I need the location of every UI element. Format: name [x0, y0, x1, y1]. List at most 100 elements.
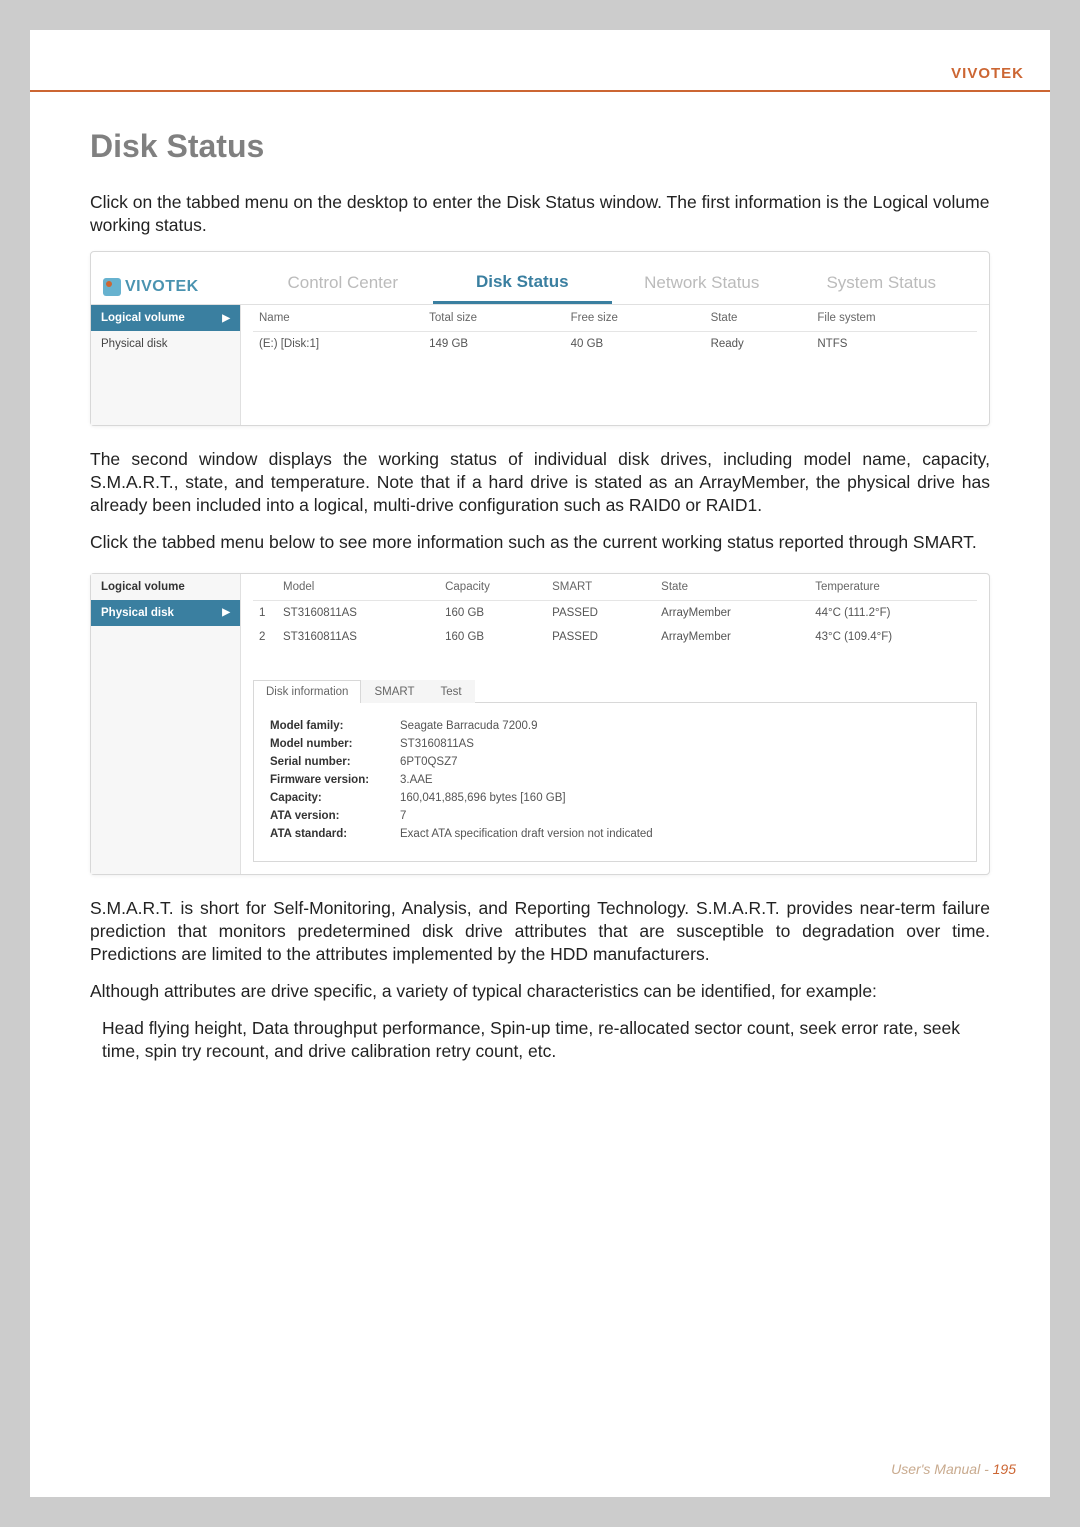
- info-label: Firmware version:: [270, 774, 400, 786]
- info-value: ST3160811AS: [400, 738, 474, 750]
- cell-name: (E:) [Disk:1]: [253, 332, 423, 357]
- logo-icon: [103, 278, 121, 296]
- sidebar-item-logical-volume[interactable]: Logical volume: [91, 574, 240, 600]
- physical-disk-table: Model Capacity SMART State Temperature 1…: [253, 574, 977, 649]
- sidebar: Logical volume ▶ Physical disk: [91, 305, 241, 425]
- col-model: Model: [277, 574, 439, 601]
- cell-state: ArrayMember: [655, 600, 809, 625]
- screenshot1-body: Logical volume ▶ Physical disk Name Tota…: [91, 305, 989, 425]
- paragraph-6: Head flying height, Data throughput perf…: [90, 1017, 990, 1063]
- sidebar: Logical volume Physical disk ▶: [91, 574, 241, 874]
- screenshot-physical-disk: Logical volume Physical disk ▶ Model: [90, 573, 990, 875]
- col-smart: SMART: [546, 574, 655, 601]
- info-label: Model family:: [270, 720, 400, 732]
- sidebar-item-physical-disk[interactable]: Physical disk ▶: [91, 600, 240, 626]
- info-row: Capacity: 160,041,885,696 bytes [160 GB]: [270, 789, 960, 807]
- cell-model: ST3160811AS: [277, 600, 439, 625]
- footer-page-number: 195: [993, 1461, 1016, 1477]
- subtab-disk-information[interactable]: Disk information: [253, 680, 361, 703]
- col-file-system: File system: [811, 305, 977, 332]
- paragraph-2: The second window displays the working s…: [90, 448, 990, 517]
- cell-smart: PASSED: [546, 600, 655, 625]
- info-value: 6PT0QSZ7: [400, 756, 458, 768]
- disk-information-panel: Model family: Seagate Barracuda 7200.9 M…: [253, 703, 977, 862]
- page-content: Disk Status Click on the tabbed menu on …: [30, 92, 1050, 1063]
- info-value: 160,041,885,696 bytes [160 GB]: [400, 792, 566, 804]
- cell-state: Ready: [705, 332, 812, 357]
- page: VIVOTEK Disk Status Click on the tabbed …: [30, 30, 1050, 1497]
- sidebar-item-physical-disk[interactable]: Physical disk: [91, 331, 240, 357]
- page-title: Disk Status: [90, 128, 990, 165]
- chevron-right-icon: ▶: [222, 607, 230, 618]
- col-index: [253, 574, 277, 601]
- table-row[interactable]: 1 ST3160811AS 160 GB PASSED ArrayMember …: [253, 600, 977, 625]
- table-header-row: Name Total size Free size State File sys…: [253, 305, 977, 332]
- col-total-size: Total size: [423, 305, 564, 332]
- tab-control-center[interactable]: Control Center: [253, 263, 433, 304]
- brand-label: VIVOTEK: [951, 65, 1024, 82]
- info-value: 3.AAE: [400, 774, 433, 786]
- info-row: Model family: Seagate Barracuda 7200.9: [270, 717, 960, 735]
- cell-index: 1: [253, 600, 277, 625]
- col-free-size: Free size: [565, 305, 705, 332]
- table-row[interactable]: 2 ST3160811AS 160 GB PASSED ArrayMember …: [253, 625, 977, 649]
- cell-model: ST3160811AS: [277, 625, 439, 649]
- info-label: ATA version:: [270, 810, 400, 822]
- chevron-right-icon: ▶: [222, 313, 230, 324]
- logical-volume-table: Name Total size Free size State File sys…: [253, 305, 977, 356]
- logical-volume-table-area: Name Total size Free size State File sys…: [241, 305, 989, 425]
- col-state: State: [705, 305, 812, 332]
- paragraph-4: S.M.A.R.T. is short for Self-Monitoring,…: [90, 897, 990, 966]
- info-label: Serial number:: [270, 756, 400, 768]
- info-value: Exact ATA specification draft version no…: [400, 828, 653, 840]
- screenshot-logical-volume: VIVOTEK Control Center Disk Status Netwo…: [90, 251, 990, 426]
- cell-temp: 44°C (111.2°F): [809, 600, 977, 625]
- cell-index: 2: [253, 625, 277, 649]
- cell-state: ArrayMember: [655, 625, 809, 649]
- cell-temp: 43°C (109.4°F): [809, 625, 977, 649]
- footer-text: User's Manual -: [891, 1461, 992, 1477]
- subtab-smart[interactable]: SMART: [361, 680, 427, 703]
- col-capacity: Capacity: [439, 574, 546, 601]
- info-row: ATA version: 7: [270, 807, 960, 825]
- info-label: ATA standard:: [270, 828, 400, 840]
- sidebar-item-label: Logical volume: [101, 312, 185, 324]
- cell-free: 40 GB: [565, 332, 705, 357]
- physical-disk-panel: Model Capacity SMART State Temperature 1…: [241, 574, 989, 874]
- tab-disk-status[interactable]: Disk Status: [433, 262, 613, 304]
- info-row: Firmware version: 3.AAE: [270, 771, 960, 789]
- info-value: 7: [400, 810, 406, 822]
- col-temperature: Temperature: [809, 574, 977, 601]
- sidebar-item-label: Physical disk: [101, 338, 167, 350]
- paragraph-5: Although attributes are drive specific, …: [90, 980, 990, 1003]
- tab-system-status[interactable]: System Status: [792, 263, 972, 304]
- sidebar-item-logical-volume[interactable]: Logical volume ▶: [91, 305, 240, 331]
- paragraph-1: Click on the tabbed menu on the desktop …: [90, 191, 990, 237]
- main-tabs: VIVOTEK Control Center Disk Status Netwo…: [91, 252, 989, 305]
- info-row: ATA standard: Exact ATA specification dr…: [270, 825, 960, 843]
- paragraph-3: Click the tabbed menu below to see more …: [90, 531, 990, 554]
- col-name: Name: [253, 305, 423, 332]
- cell-total: 149 GB: [423, 332, 564, 357]
- disk-subtabs: Disk information SMART Test: [253, 679, 977, 703]
- logo-text: VIVOTEK: [125, 278, 199, 296]
- table-header-row: Model Capacity SMART State Temperature: [253, 574, 977, 601]
- info-value: Seagate Barracuda 7200.9: [400, 720, 537, 732]
- info-row: Serial number: 6PT0QSZ7: [270, 753, 960, 771]
- cell-capacity: 160 GB: [439, 625, 546, 649]
- tab-network-status[interactable]: Network Status: [612, 263, 792, 304]
- info-label: Capacity:: [270, 792, 400, 804]
- cell-fs: NTFS: [811, 332, 977, 357]
- sidebar-item-label: Physical disk: [101, 607, 174, 619]
- vivotek-logo: VIVOTEK: [103, 278, 253, 304]
- page-footer: User's Manual - 195: [891, 1461, 1016, 1477]
- sidebar-item-label: Logical volume: [101, 581, 185, 593]
- col-state: State: [655, 574, 809, 601]
- info-label: Model number:: [270, 738, 400, 750]
- cell-capacity: 160 GB: [439, 600, 546, 625]
- screenshot2-body: Logical volume Physical disk ▶ Model: [91, 574, 989, 874]
- cell-smart: PASSED: [546, 625, 655, 649]
- subtab-test[interactable]: Test: [428, 680, 475, 703]
- page-header: VIVOTEK: [30, 30, 1050, 92]
- table-row[interactable]: (E:) [Disk:1] 149 GB 40 GB Ready NTFS: [253, 332, 977, 357]
